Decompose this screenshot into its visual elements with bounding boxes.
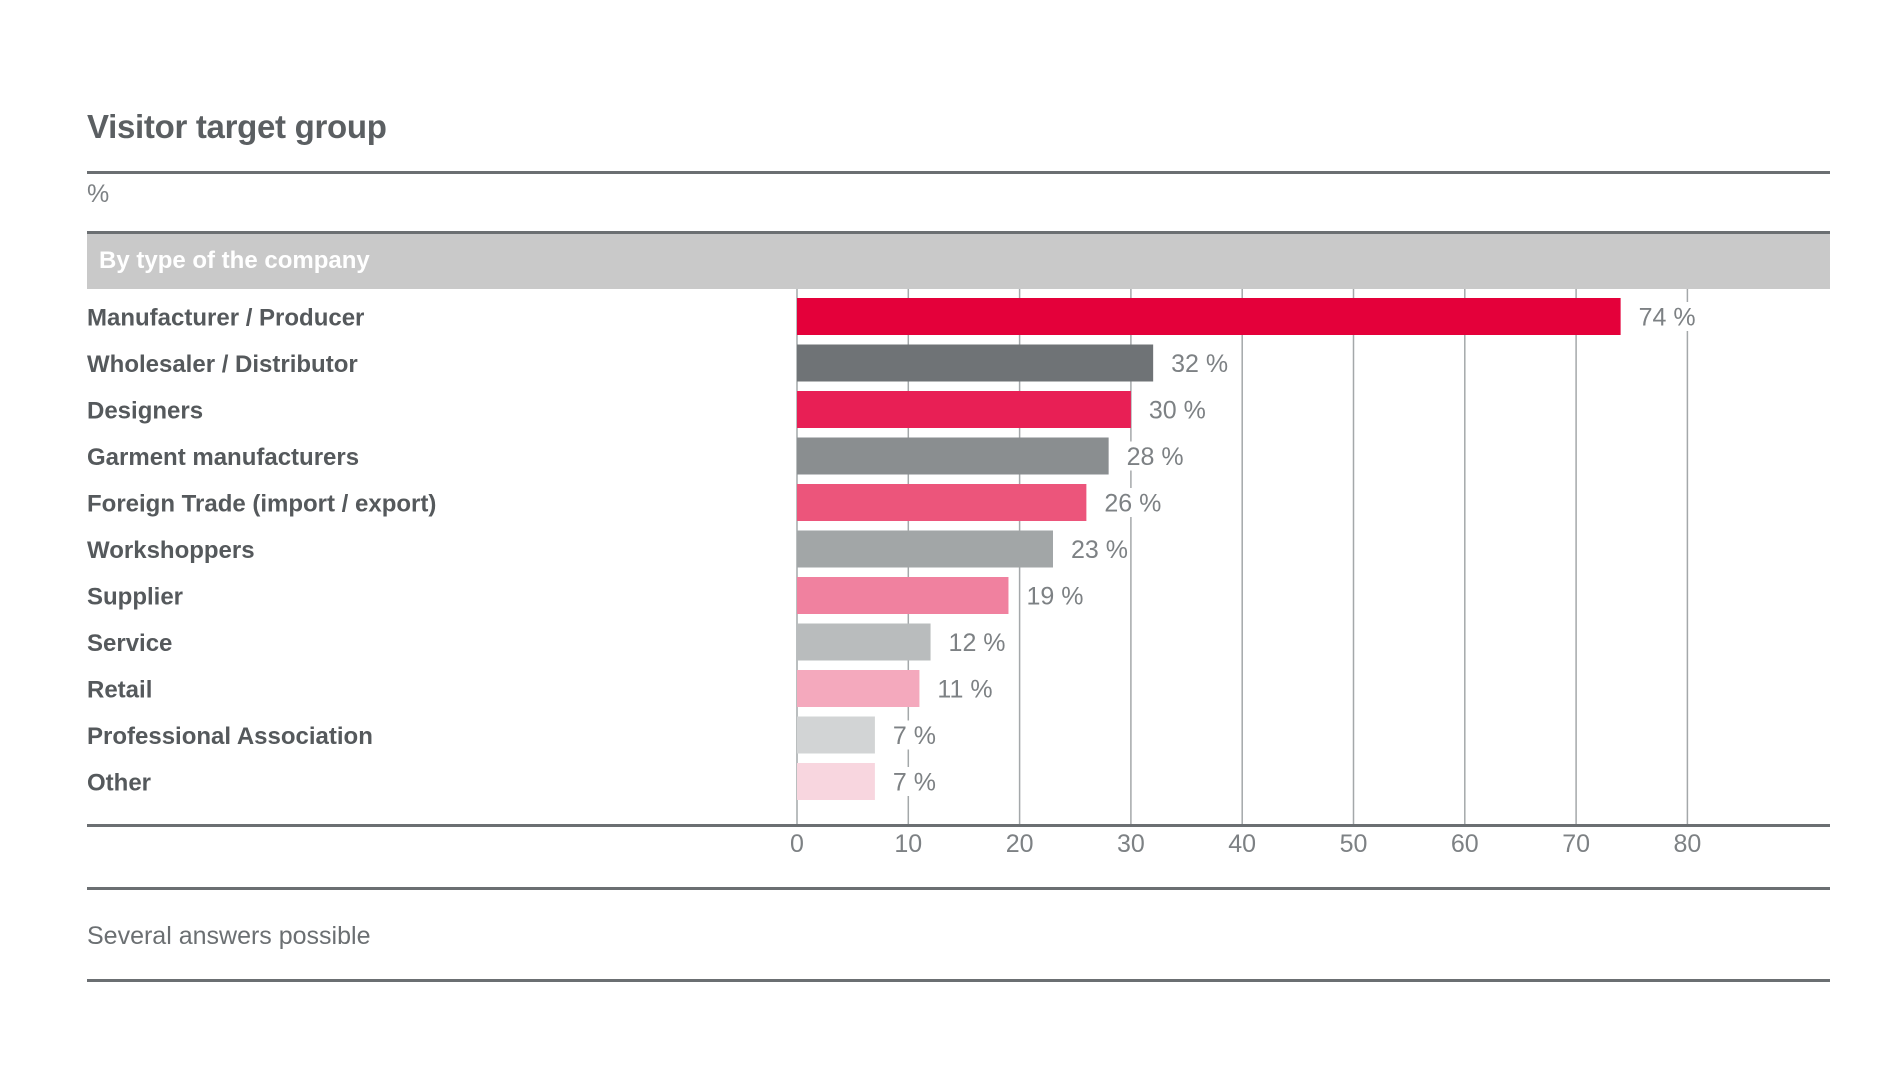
value-label: 26 % xyxy=(1104,490,1161,518)
value-label: 7 % xyxy=(893,769,936,797)
value-label-backdrop xyxy=(1122,441,1185,471)
value-label: 11 % xyxy=(937,676,992,704)
value-label: 12 % xyxy=(949,629,1006,657)
value-label-backdrop xyxy=(1167,348,1230,378)
value-label-backdrop xyxy=(1100,488,1163,517)
value-label: 32 % xyxy=(1171,350,1228,378)
value-label: 74 % xyxy=(1639,304,1696,332)
category-label: Wholesaler / Distributor xyxy=(87,351,358,378)
footnote: Several answers possible xyxy=(87,922,371,950)
category-label: Other xyxy=(87,770,151,797)
bar xyxy=(797,623,931,661)
x-tick-label: 20 xyxy=(1006,830,1034,858)
bar xyxy=(797,763,875,800)
bar xyxy=(797,530,1053,568)
unit-divider xyxy=(87,231,1830,234)
x-axis-ticks: 0 10 20 30 40 50 60 70 80 xyxy=(790,830,1701,858)
value-label: 19 % xyxy=(1026,583,1083,611)
category-label: Supplier xyxy=(87,584,183,611)
category-label: Retail xyxy=(87,677,152,704)
section-label: By type of the company xyxy=(99,247,370,274)
footnote-bottom-divider xyxy=(87,979,1830,982)
bar xyxy=(797,484,1087,521)
bar xyxy=(797,716,875,754)
value-label-backdrop xyxy=(944,627,1007,657)
x-tick-label: 40 xyxy=(1228,830,1256,858)
category-labels: Manufacturer / Producer Wholesaler / Dist… xyxy=(87,305,436,797)
x-tick-label: 70 xyxy=(1562,830,1590,858)
category-label: Foreign Trade (import / export) xyxy=(87,491,436,518)
category-label: Manufacturer / Producer xyxy=(87,305,364,332)
value-labels: 74 %32 %30 %28 %26 %23 %19 %12 %11 %7 %7… xyxy=(888,302,1697,797)
category-label: Professional Association xyxy=(87,723,373,750)
x-tick-label: 0 xyxy=(790,830,804,858)
value-label-backdrop xyxy=(1022,581,1085,610)
footnote-top-divider xyxy=(87,887,1830,890)
title-divider xyxy=(87,171,1830,174)
category-label: Service xyxy=(87,630,172,657)
section-header: By type of the company xyxy=(87,234,1830,289)
category-label: Designers xyxy=(87,398,203,425)
bar xyxy=(797,344,1154,382)
x-tick-label: 30 xyxy=(1117,830,1145,858)
axis-baseline xyxy=(87,824,1830,827)
value-label-backdrop xyxy=(1634,302,1697,331)
value-label-backdrop xyxy=(1066,534,1129,564)
x-tick-label: 10 xyxy=(894,830,922,858)
value-label: 30 % xyxy=(1149,397,1206,425)
x-tick-label: 50 xyxy=(1340,830,1368,858)
x-tick-label: 80 xyxy=(1673,830,1701,858)
category-label: Workshoppers xyxy=(87,537,255,564)
value-label-backdrop xyxy=(888,767,938,796)
value-label-backdrop xyxy=(933,674,996,703)
x-tick-label: 60 xyxy=(1451,830,1479,858)
bar xyxy=(797,577,1009,614)
page-title: Visitor target group xyxy=(87,108,387,145)
value-label: 23 % xyxy=(1071,536,1128,564)
unit-label: % xyxy=(87,180,110,208)
value-label-backdrop xyxy=(1144,395,1207,424)
value-label-backdrop xyxy=(888,720,938,750)
bar xyxy=(797,670,920,707)
bar xyxy=(797,298,1621,335)
category-label: Garment manufacturers xyxy=(87,444,359,471)
bar xyxy=(797,391,1131,428)
bars xyxy=(797,298,1621,800)
value-label: 7 % xyxy=(893,722,936,750)
bar xyxy=(797,437,1109,475)
value-label: 28 % xyxy=(1127,443,1184,471)
